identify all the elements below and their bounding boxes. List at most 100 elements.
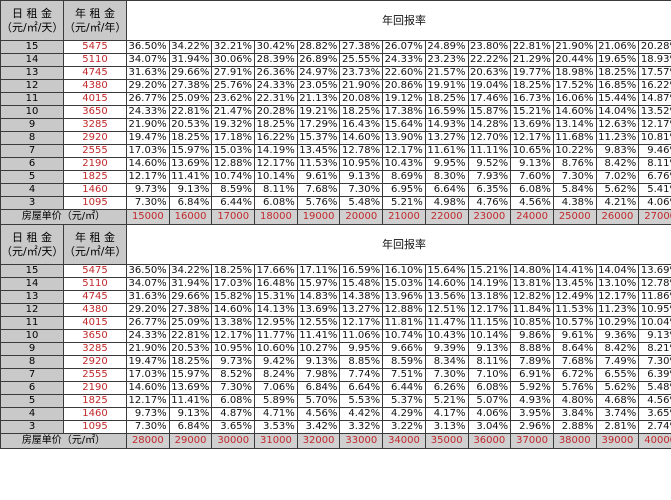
annual-rent-cell: 5110: [63, 53, 127, 67]
return-rate-cell: 24.97%: [296, 66, 341, 80]
return-rate-cell: 14.04%: [595, 264, 640, 278]
return-rate-cell: 9.46%: [638, 144, 671, 158]
return-rate-cell: 5.76%: [552, 381, 597, 395]
annual-return-title: 年回报率: [125, 224, 671, 265]
return-rate-cell: 13.69%: [168, 381, 213, 395]
return-rate-cell: 10.14%: [467, 329, 512, 343]
daily-rent-header: 日 租 金（元/㎡/天）: [0, 224, 64, 265]
price-cell: 26000: [595, 209, 640, 225]
daily-rent-cell: 5: [0, 170, 64, 184]
price-cell: 34000: [382, 433, 426, 449]
return-rate-cell: 15.82%: [211, 290, 256, 304]
return-rate-cell: 14.19%: [254, 144, 298, 158]
return-rate-cell: 14.87%: [638, 92, 671, 106]
return-rate-cell: 11.11%: [467, 144, 512, 158]
return-rate-cell: 4.56%: [296, 407, 341, 421]
return-rate-cell: 2.74%: [638, 420, 671, 434]
return-rate-cell: 12.17%: [211, 329, 256, 343]
annual-rent-cell: 3650: [63, 105, 127, 119]
return-rate-cell: 9.73%: [126, 183, 170, 197]
return-rate-cell: 25.09%: [168, 316, 213, 330]
return-rate-cell: 18.25%: [424, 92, 469, 106]
return-rate-cell: 19.32%: [211, 118, 256, 132]
price-cell: 28000: [126, 433, 170, 449]
return-rate-cell: 19.91%: [424, 79, 469, 93]
return-rate-cell: 8.42%: [595, 342, 640, 356]
return-rate-cell: 11.41%: [168, 394, 213, 408]
price-cell: 31000: [254, 433, 298, 449]
return-rate-cell: 4.76%: [467, 196, 512, 210]
return-rate-cell: 4.17%: [424, 407, 469, 421]
return-rate-cell: 11.06%: [339, 329, 384, 343]
return-rate-cell: 14.60%: [424, 277, 469, 291]
price-label: 房屋单价（元/㎡）: [0, 209, 127, 225]
return-rate-cell: 11.41%: [296, 329, 341, 343]
return-rate-cell: 5.53%: [339, 394, 384, 408]
return-rate-cell: 9.39%: [424, 342, 469, 356]
return-rate-cell: 11.53%: [296, 157, 341, 171]
return-rate-cell: 22.81%: [168, 105, 213, 119]
return-rate-cell: 4.56%: [638, 394, 671, 408]
annual-rent-cell: 2920: [63, 131, 127, 145]
return-rate-cell: 18.25%: [339, 105, 384, 119]
price-cell: 33000: [339, 433, 384, 449]
return-rate-cell: 31.94%: [168, 53, 213, 67]
return-rate-cell: 5.48%: [638, 381, 671, 395]
table-row: 5 1825 12.17% 11.41% 6.08% 5.89% 5.70% 5.53% 5.3…: [0, 394, 671, 408]
return-rate-cell: 10.95%: [638, 303, 671, 317]
daily-rent-cell: 10: [0, 329, 64, 343]
return-rate-cell: 8.24%: [254, 368, 298, 382]
return-rate-cell: 31.63%: [126, 290, 170, 304]
return-rate-cell: 21.90%: [339, 79, 384, 93]
table-row: 7 2555 17.03% 15.97% 15.03% 14.19% 13.45% 12.78…: [0, 144, 671, 158]
return-rate-cell: 20.53%: [168, 342, 213, 356]
return-rate-cell: 6.44%: [211, 196, 256, 210]
return-rate-cell: 10.14%: [254, 170, 298, 184]
return-rate-cell: 12.17%: [254, 157, 298, 171]
return-rate-cell: 11.81%: [382, 316, 426, 330]
return-rate-cell: 16.59%: [424, 105, 469, 119]
return-rate-cell: 13.69%: [638, 264, 671, 278]
return-rate-cell: 23.62%: [211, 92, 256, 106]
price-cell: 35000: [424, 433, 469, 449]
return-rate-cell: 6.91%: [510, 368, 554, 382]
return-rate-cell: 7.89%: [510, 355, 554, 369]
return-rate-cell: 7.30%: [126, 420, 170, 434]
return-rate-cell: 9.95%: [339, 342, 384, 356]
return-rate-cell: 18.25%: [168, 355, 213, 369]
price-cell: 18000: [254, 209, 298, 225]
price-cell: 22000: [424, 209, 469, 225]
return-rate-cell: 9.13%: [467, 342, 512, 356]
return-rate-cell: 14.60%: [126, 381, 170, 395]
return-rate-cell: 22.60%: [382, 66, 426, 80]
return-rate-cell: 21.06%: [595, 40, 640, 54]
return-rate-cell: 20.86%: [382, 79, 426, 93]
return-rate-cell: 7.30%: [552, 170, 597, 184]
return-rate-cell: 7.93%: [467, 170, 512, 184]
return-rate-cell: 3.84%: [552, 407, 597, 421]
return-rate-cell: 21.13%: [296, 92, 341, 106]
table-row: 4 1460 9.73% 9.13% 8.59% 8.11% 7.68% 7.30% 6.95%…: [0, 183, 671, 197]
return-rate-cell: 5.48%: [339, 196, 384, 210]
return-rate-cell: 4.93%: [510, 394, 554, 408]
return-rate-cell: 24.33%: [382, 53, 426, 67]
return-rate-cell: 7.51%: [382, 368, 426, 382]
return-rate-cell: 29.20%: [126, 79, 170, 93]
return-rate-cell: 19.77%: [510, 66, 554, 80]
return-rate-cell: 7.30%: [638, 355, 671, 369]
return-rate-cell: 4.87%: [211, 407, 256, 421]
price-cell: 39000: [595, 433, 640, 449]
return-rate-cell: 9.52%: [467, 157, 512, 171]
return-rate-cell: 10.81%: [638, 131, 671, 145]
return-rate-cell: 7.10%: [467, 368, 512, 382]
annual-rent-cell: 2190: [63, 381, 127, 395]
return-rate-cell: 6.08%: [211, 394, 256, 408]
return-rate-cell: 17.03%: [126, 368, 170, 382]
return-rate-cell: 3.95%: [510, 407, 554, 421]
annual-rent-header: 年 租 金（元/㎡/年）: [63, 0, 127, 41]
return-rate-cell: 29.66%: [168, 290, 213, 304]
price-cell: 16000: [168, 209, 213, 225]
table-row: 14 5110 34.07% 31.94% 30.06% 28.39% 26.89% 25.5…: [0, 53, 671, 67]
return-rate-cell: 13.45%: [296, 144, 341, 158]
return-rate-cell: 6.08%: [467, 381, 512, 395]
